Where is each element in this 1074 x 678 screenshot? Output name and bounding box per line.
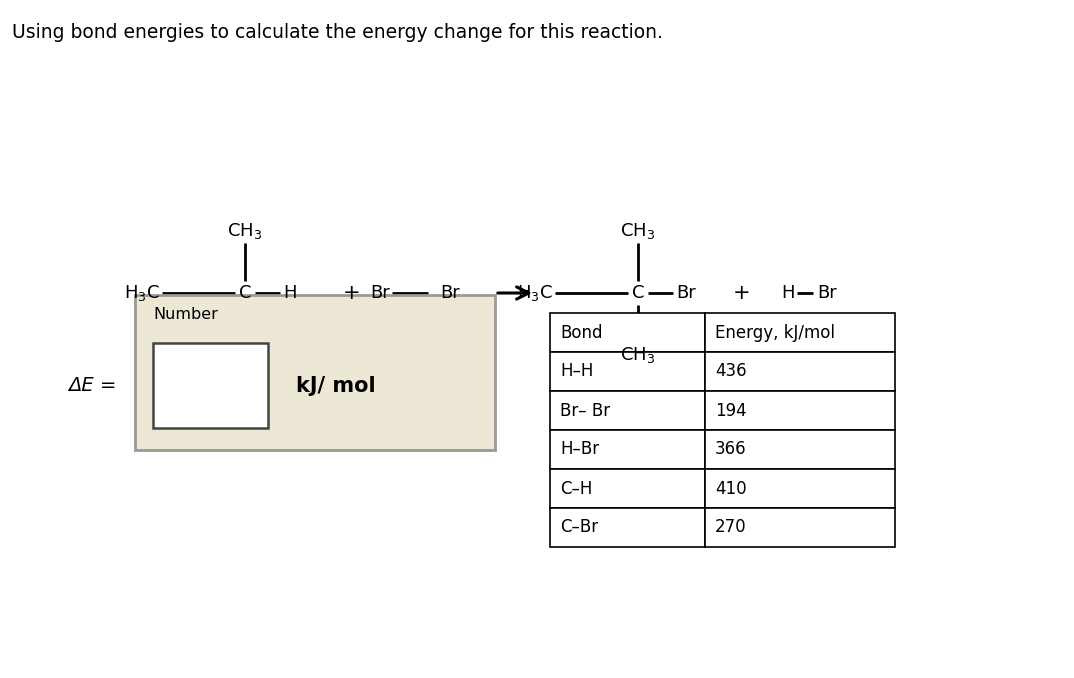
Text: C: C — [238, 284, 251, 302]
Text: H$_3$C: H$_3$C — [518, 283, 553, 303]
Text: C–Br: C–Br — [560, 519, 598, 536]
Text: Br: Br — [371, 284, 390, 302]
Text: Number: Number — [153, 307, 218, 322]
Text: 194: 194 — [715, 401, 746, 420]
Text: 410: 410 — [715, 479, 746, 498]
Bar — [135, 295, 495, 450]
Text: CH$_3$: CH$_3$ — [621, 345, 655, 365]
Text: CH$_3$: CH$_3$ — [621, 221, 655, 241]
Bar — [705, 508, 895, 547]
Bar — [705, 313, 895, 352]
Text: H–H: H–H — [560, 363, 593, 380]
Text: H–Br: H–Br — [560, 441, 599, 458]
Bar — [705, 430, 895, 469]
Bar — [705, 469, 895, 508]
Text: Br: Br — [817, 284, 837, 302]
Text: Br: Br — [440, 284, 460, 302]
Bar — [550, 430, 705, 469]
Text: 436: 436 — [715, 363, 746, 380]
Text: +: + — [734, 283, 751, 303]
Text: Br: Br — [676, 284, 696, 302]
Text: ΔE =: ΔE = — [69, 376, 117, 395]
Text: H: H — [284, 284, 296, 302]
Text: Using bond energies to calculate the energy change for this reaction.: Using bond energies to calculate the ene… — [12, 23, 663, 42]
Text: kJ/ mol: kJ/ mol — [296, 376, 376, 395]
Text: +: + — [344, 283, 361, 303]
Text: 270: 270 — [715, 519, 746, 536]
Bar — [550, 391, 705, 430]
Bar — [550, 313, 705, 352]
Bar — [705, 352, 895, 391]
Text: H$_3$C: H$_3$C — [125, 283, 160, 303]
Text: Br– Br: Br– Br — [560, 401, 610, 420]
Bar — [550, 352, 705, 391]
Bar — [705, 391, 895, 430]
Text: C–H: C–H — [560, 479, 593, 498]
Bar — [153, 343, 268, 428]
Text: H: H — [782, 284, 795, 302]
Text: Energy, kJ/mol: Energy, kJ/mol — [715, 323, 834, 342]
Text: Bond: Bond — [560, 323, 603, 342]
Bar — [550, 508, 705, 547]
Text: CH$_3$: CH$_3$ — [228, 221, 263, 241]
Text: CH$_3$: CH$_3$ — [228, 345, 263, 365]
Text: C: C — [632, 284, 644, 302]
Text: 366: 366 — [715, 441, 746, 458]
Bar — [550, 469, 705, 508]
